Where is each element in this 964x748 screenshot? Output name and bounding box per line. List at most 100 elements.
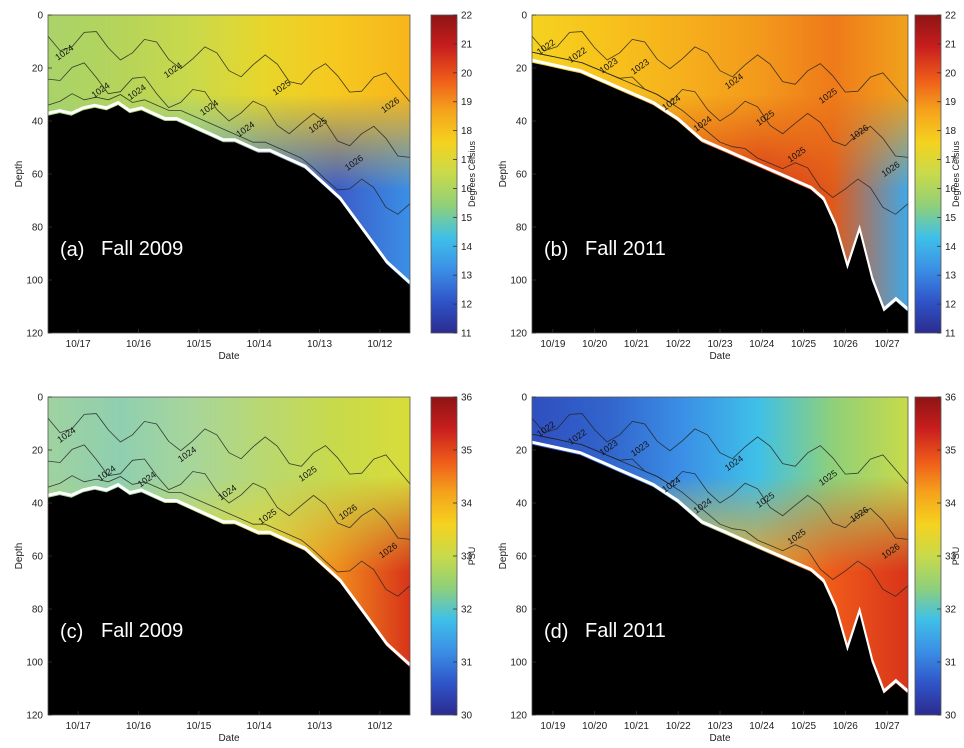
colorbar-tick-label: 33 bbox=[945, 552, 957, 563]
contour-line bbox=[531, 413, 909, 485]
colorbar-tick-label: 31 bbox=[461, 658, 473, 669]
colorbar-tick-label: 12 bbox=[461, 300, 473, 311]
contour-line bbox=[47, 62, 411, 158]
colorbar-tick-label: 36 bbox=[945, 393, 957, 404]
y-tick-label: 40 bbox=[516, 117, 528, 128]
x-axis-label: Date bbox=[218, 733, 240, 744]
x-tick-label: 10/12 bbox=[367, 339, 392, 350]
x-tick-label: 10/17 bbox=[66, 339, 91, 350]
contour-line bbox=[47, 475, 411, 597]
colorbar-tick-label: 20 bbox=[945, 68, 957, 79]
y-tick-label: 100 bbox=[510, 658, 527, 669]
x-tick-label: 10/25 bbox=[791, 721, 816, 732]
x-tick-label: 10/14 bbox=[247, 721, 272, 732]
colorbar-tick-label: 11 bbox=[945, 329, 956, 340]
x-tick-label: 10/26 bbox=[833, 339, 858, 350]
contour-line bbox=[531, 51, 909, 215]
y-tick-label: 80 bbox=[32, 605, 44, 616]
colorbar bbox=[914, 14, 942, 334]
colorbar-tick-label: 22 bbox=[945, 11, 957, 22]
x-tick-label: 10/24 bbox=[749, 721, 774, 732]
y-tick-label: 40 bbox=[32, 117, 44, 128]
x-axis-label: Date bbox=[218, 351, 240, 362]
x-tick-label: 10/15 bbox=[186, 721, 211, 732]
y-tick-label: 40 bbox=[516, 499, 528, 510]
x-axis-label: Date bbox=[709, 351, 731, 362]
colorbar-tick-label: 13 bbox=[461, 271, 473, 282]
y-tick-label: 120 bbox=[26, 711, 43, 722]
colorbar-tick-label: 21 bbox=[945, 39, 957, 50]
y-tick-label: 60 bbox=[516, 170, 528, 181]
colorbar bbox=[430, 396, 458, 716]
contour-line bbox=[531, 31, 909, 103]
y-tick-label: 80 bbox=[32, 223, 44, 234]
panel-letter: (a) bbox=[60, 239, 84, 261]
seafloor-edge bbox=[47, 482, 412, 666]
panel-season-label: Fall 2009 bbox=[101, 620, 183, 642]
colorbar-label: PSU bbox=[467, 547, 477, 566]
y-axis-label: Depth bbox=[14, 161, 25, 188]
x-tick-label: 10/27 bbox=[875, 721, 900, 732]
seafloor bbox=[532, 62, 908, 333]
colorbar-tick-label: 13 bbox=[945, 271, 957, 282]
y-tick-label: 60 bbox=[32, 552, 44, 563]
panel-season-label: Fall 2011 bbox=[585, 238, 666, 260]
colorbar-tick-label: 31 bbox=[945, 658, 957, 669]
seafloor bbox=[48, 487, 410, 715]
colorbar-tick-label: 17 bbox=[945, 155, 957, 166]
x-tick-label: 10/21 bbox=[624, 339, 649, 350]
colorbar-tick-label: 20 bbox=[461, 68, 473, 79]
panel-season-label: Fall 2011 bbox=[585, 620, 666, 642]
seafloor-edge bbox=[531, 58, 909, 312]
panel-letter: (b) bbox=[544, 239, 568, 261]
panel-letter: (d) bbox=[544, 621, 568, 643]
x-tick-label: 10/23 bbox=[707, 721, 732, 732]
x-tick-label: 10/13 bbox=[307, 339, 332, 350]
y-tick-label: 120 bbox=[510, 329, 527, 340]
contour-line bbox=[47, 93, 411, 215]
y-tick-label: 40 bbox=[32, 499, 44, 510]
colorbar-tick-label: 15 bbox=[461, 213, 473, 224]
colorbar bbox=[430, 14, 458, 334]
colorbar-tick-label: 22 bbox=[461, 11, 473, 22]
x-tick-label: 10/13 bbox=[307, 721, 332, 732]
y-tick-label: 60 bbox=[516, 552, 528, 563]
colorbar-label: Degrees Celsius bbox=[951, 140, 961, 207]
x-tick-label: 10/15 bbox=[186, 339, 211, 350]
seafloor-edge bbox=[47, 100, 412, 284]
y-tick-label: 0 bbox=[521, 393, 527, 404]
colorbar-tick-label: 14 bbox=[945, 242, 957, 253]
contour-line bbox=[47, 444, 411, 540]
colorbar-tick-label: 19 bbox=[945, 97, 957, 108]
x-tick-label: 10/21 bbox=[624, 721, 649, 732]
y-tick-label: 0 bbox=[37, 393, 43, 404]
panel-season-label: Fall 2009 bbox=[101, 238, 183, 260]
x-tick-label: 10/17 bbox=[66, 721, 91, 732]
colorbar-tick-label: 14 bbox=[461, 242, 473, 253]
x-tick-label: 10/26 bbox=[833, 721, 858, 732]
colorbar-label: Degrees Celsius bbox=[467, 140, 477, 207]
contour-line bbox=[531, 433, 909, 597]
colorbar-tick-label: 19 bbox=[461, 97, 473, 108]
y-tick-label: 120 bbox=[26, 329, 43, 340]
x-axis-label: Date bbox=[709, 733, 731, 744]
y-axis-label: Depth bbox=[498, 543, 509, 570]
y-tick-label: 20 bbox=[516, 64, 528, 75]
y-tick-label: 20 bbox=[516, 446, 528, 457]
x-tick-label: 10/20 bbox=[582, 721, 607, 732]
y-axis-label: Depth bbox=[498, 161, 509, 188]
colorbar-tick-label: 30 bbox=[461, 711, 473, 722]
y-axis-label: Depth bbox=[14, 543, 25, 570]
seafloor-edge bbox=[531, 440, 909, 694]
x-tick-label: 10/22 bbox=[666, 721, 691, 732]
colorbar-tick-label: 16 bbox=[945, 184, 957, 195]
x-tick-label: 10/16 bbox=[126, 339, 151, 350]
colorbar bbox=[914, 396, 942, 716]
y-tick-label: 100 bbox=[26, 658, 43, 669]
y-tick-label: 0 bbox=[37, 11, 43, 22]
colorbar-tick-label: 32 bbox=[461, 605, 473, 616]
